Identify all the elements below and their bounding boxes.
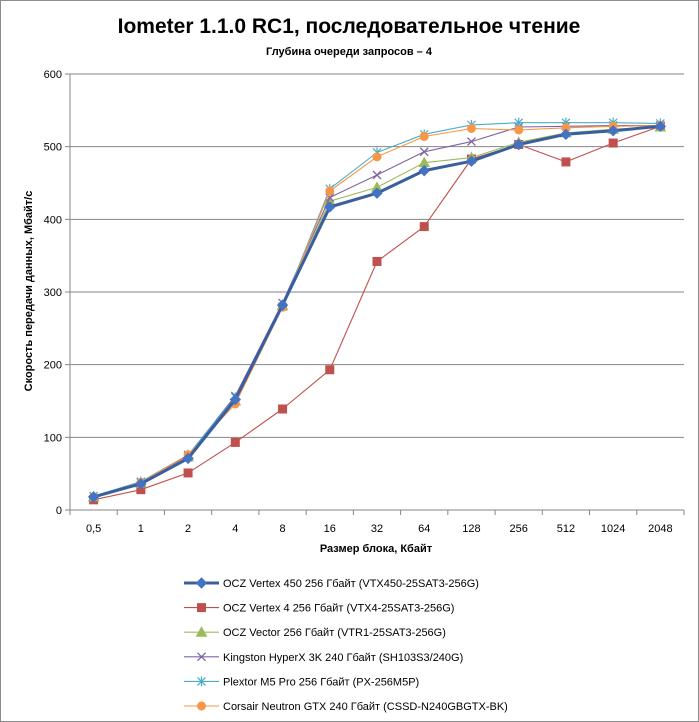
- data-point: [512, 138, 525, 151]
- data-point: [372, 152, 382, 162]
- data-point: [514, 125, 524, 135]
- y-tick-label: 200: [44, 360, 62, 372]
- data-point: [325, 365, 335, 375]
- data-point: [467, 137, 476, 147]
- series-2: [89, 121, 665, 505]
- y-tick-label: 500: [44, 142, 62, 154]
- data-point: [418, 164, 430, 177]
- series-1: [87, 120, 667, 503]
- legend-marker: [197, 701, 206, 711]
- data-point: [371, 187, 383, 199]
- data-point: [419, 222, 429, 232]
- y-axis-title: Скорость передачи данных, Мбайт/с: [23, 191, 35, 392]
- data-point: [466, 124, 476, 133]
- series-line: [93, 125, 661, 498]
- y-tick-label: 300: [44, 287, 62, 299]
- legend-item: OCZ Vertex 450 256 Гбайт (VTX450-25SAT3-…: [184, 577, 479, 590]
- legend-marker: [195, 626, 208, 637]
- data-point: [419, 147, 429, 157]
- legend-item: Corsair Neutron GTX 240 Гбайт (CSSD-N240…: [184, 701, 508, 713]
- data-point: [324, 201, 336, 213]
- legend-marker: [197, 676, 206, 687]
- legend-item: OCZ Vector 256 Гбайт (VTR1-25SAT3-256G): [184, 626, 446, 639]
- data-point: [278, 404, 288, 414]
- y-tick-label: 600: [44, 69, 62, 81]
- data-point: [135, 478, 147, 490]
- x-tick-label: 2048: [648, 523, 672, 535]
- data-point: [183, 468, 193, 478]
- x-tick-label: 1: [138, 523, 144, 535]
- legend-label: Corsair Neutron GTX 240 Гбайт (CSSD-N240…: [223, 701, 508, 713]
- series-3: [87, 121, 667, 502]
- axes: [65, 73, 685, 515]
- series-line: [93, 122, 661, 497]
- x-tick-label: 0,5: [86, 523, 101, 535]
- y-tick-label: 0: [56, 505, 62, 517]
- data-point: [607, 124, 619, 137]
- x-tick-label: 256: [510, 523, 528, 535]
- chart-title: Iometer 1.1.0 RC1, последовательное чтен…: [118, 15, 581, 38]
- series-6: [89, 121, 665, 502]
- legend-label: OCZ Vertex 4 256 Гбайт (VTX4-25SAT3-256G…: [223, 603, 454, 615]
- legend-marker: [197, 652, 206, 662]
- x-tick-label: 512: [557, 523, 575, 535]
- data-point: [419, 131, 429, 141]
- series-line: [93, 125, 661, 497]
- data-point: [372, 256, 382, 266]
- data-point: [230, 437, 240, 447]
- y-tick-label: 100: [44, 432, 62, 444]
- x-tick-label: 8: [279, 523, 285, 535]
- data-point: [465, 155, 478, 167]
- legend: OCZ Vertex 450 256 Гбайт (VTX450-25SAT3-…: [184, 577, 508, 713]
- x-tick-label: 32: [371, 523, 383, 535]
- data-point: [560, 128, 572, 141]
- y-tick-labels: 0 100 200 300 400 500 600: [44, 69, 62, 517]
- x-axis-title: Размер блока, Кбайт: [320, 543, 433, 555]
- data-point: [561, 157, 571, 167]
- grid-lines: [70, 73, 684, 438]
- data-point: [325, 186, 335, 196]
- chart-subtitle: Глубина очереди запросов – 4: [266, 46, 433, 58]
- legend-label: OCZ Vector 256 Гбайт (VTR1-25SAT3-256G): [223, 627, 446, 639]
- data-point: [608, 138, 618, 148]
- x-tick-label: 2: [185, 523, 191, 535]
- data-point: [87, 491, 100, 503]
- x-tick-labels: 0,5 1 2 4 8 16 32 64 128 256 512 1024 2048: [86, 523, 673, 535]
- x-tick-label: 1024: [601, 523, 625, 535]
- x-tick-label: 16: [324, 523, 336, 535]
- legend-marker: [197, 603, 206, 613]
- legend-item: Plextor M5 Pro 256 Гбайт (PX-256M5P): [184, 676, 419, 688]
- legend-marker: [195, 577, 208, 589]
- x-tick-label: 4: [232, 523, 238, 535]
- legend-item: Kingston HyperX 3K 240 Гбайт (SH103S3/24…: [184, 652, 463, 664]
- data-point: [182, 452, 194, 465]
- data-point: [229, 393, 242, 406]
- series-4: [89, 121, 665, 501]
- x-tick-label: 64: [418, 523, 430, 535]
- legend-label: Kingston HyperX 3K 240 Гбайт (SH103S3/24…: [223, 652, 463, 664]
- y-tick-label: 400: [44, 214, 62, 226]
- data-point: [276, 299, 289, 311]
- data-point: [654, 120, 667, 133]
- legend-label: OCZ Vertex 450 256 Гбайт (VTX450-25SAT3-…: [223, 578, 479, 590]
- legend-item: OCZ Vertex 4 256 Гбайт (VTX4-25SAT3-256G…: [184, 603, 454, 615]
- series-group: [87, 117, 667, 505]
- data-point: [372, 170, 382, 180]
- x-tick-label: 128: [462, 523, 480, 535]
- legend-label: Plextor M5 Pro 256 Гбайт (PX-256M5P): [223, 676, 419, 688]
